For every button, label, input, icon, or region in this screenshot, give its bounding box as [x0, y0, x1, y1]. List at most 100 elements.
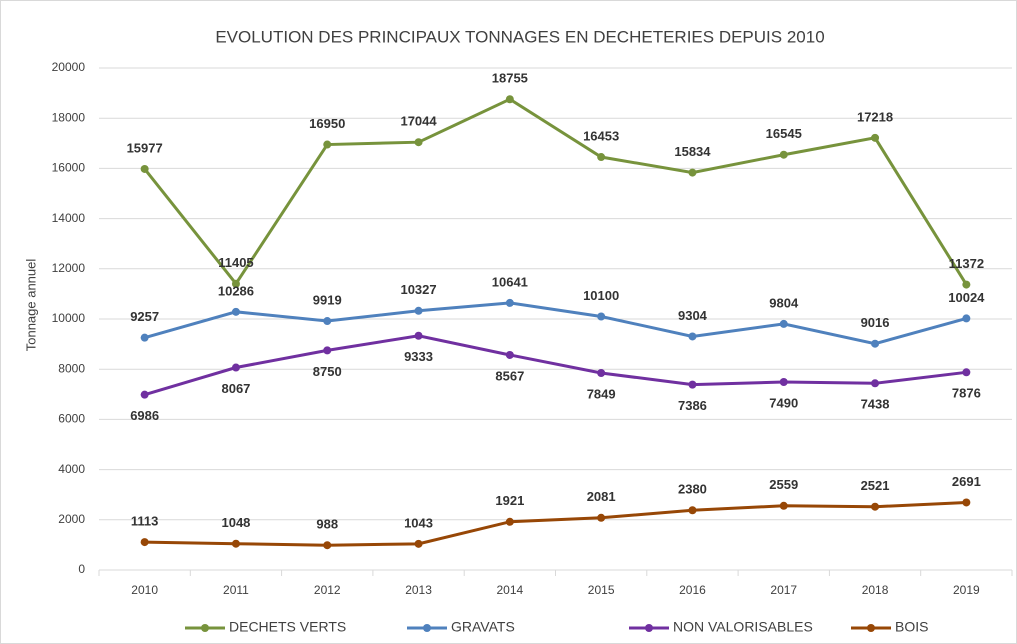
- data-label: 988: [316, 517, 338, 532]
- data-label: 7849: [587, 386, 616, 401]
- point: [231, 279, 240, 288]
- point: [871, 133, 880, 142]
- point: [140, 538, 149, 547]
- y-tick-label: 4000: [58, 462, 85, 476]
- point: [962, 498, 971, 507]
- x-tick-label: 2010: [131, 583, 158, 597]
- point: [871, 502, 880, 511]
- point: [597, 153, 606, 162]
- point: [231, 363, 240, 372]
- point: [323, 140, 332, 149]
- point: [597, 312, 606, 321]
- series-line: [143, 97, 968, 287]
- point: [140, 390, 149, 399]
- point: [323, 541, 332, 550]
- legend-marker: [867, 624, 875, 632]
- point: [962, 314, 971, 323]
- point: [231, 307, 240, 316]
- data-label: 16453: [583, 128, 619, 143]
- data-label: 7438: [861, 397, 890, 412]
- data-label: 1113: [131, 514, 159, 529]
- point: [414, 331, 423, 340]
- point: [505, 298, 514, 307]
- y-tick-label: 8000: [58, 361, 85, 375]
- data-label: 1043: [404, 515, 433, 530]
- data-label: 17044: [400, 114, 437, 129]
- point: [688, 380, 697, 389]
- data-label: 11405: [218, 255, 253, 270]
- x-tick-label: 2016: [679, 583, 706, 597]
- y-tick-label: 20000: [52, 60, 86, 74]
- point: [597, 368, 606, 377]
- legend-label: GRAVATS: [451, 619, 515, 635]
- data-label: 10100: [583, 288, 619, 303]
- series-line: [144, 500, 967, 547]
- legend-label: DECHETS VERTS: [229, 619, 346, 635]
- x-tick-label: 2011: [223, 583, 249, 597]
- data-label: 8067: [221, 381, 250, 396]
- point: [505, 350, 514, 359]
- data-label: 2559: [769, 477, 798, 492]
- data-label: 8567: [495, 368, 524, 383]
- y-tick-label: 0: [78, 562, 85, 576]
- legend-label: NON VALORISABLES: [673, 619, 813, 635]
- x-tick-label: 2015: [588, 583, 615, 597]
- data-label: 7386: [678, 398, 707, 413]
- data-label: 10024: [948, 290, 985, 305]
- point: [323, 346, 332, 355]
- data-label: 9919: [313, 292, 342, 307]
- point: [505, 95, 514, 104]
- y-tick-label: 14000: [52, 211, 86, 225]
- y-tick-label: 12000: [52, 261, 86, 275]
- legend-marker: [423, 624, 431, 632]
- y-tick-label: 18000: [52, 110, 86, 124]
- data-label: 16545: [766, 126, 802, 141]
- point: [779, 378, 788, 387]
- data-label: 10327: [400, 282, 436, 297]
- legend-marker: [201, 624, 209, 632]
- point: [414, 306, 423, 315]
- data-label: 18755: [492, 71, 528, 86]
- data-label: 2521: [861, 478, 890, 493]
- data-label: 6986: [130, 408, 159, 423]
- point: [414, 138, 423, 147]
- data-label: 7490: [769, 395, 798, 410]
- data-label: 2081: [587, 489, 616, 504]
- series-line: [144, 301, 967, 346]
- x-tick-label: 2013: [405, 583, 432, 597]
- point: [597, 513, 606, 522]
- data-label: 10286: [218, 283, 254, 298]
- point: [140, 333, 149, 342]
- data-label: 15977: [127, 140, 163, 155]
- point: [323, 317, 332, 326]
- point: [688, 168, 697, 177]
- point: [505, 517, 514, 526]
- data-label: 2691: [952, 474, 981, 489]
- data-label: 1048: [221, 515, 250, 530]
- point: [414, 539, 423, 548]
- data-label: 2380: [678, 482, 707, 497]
- point: [871, 339, 880, 348]
- data-label: 15834: [674, 144, 711, 159]
- x-tick-label: 2018: [862, 583, 889, 597]
- data-label: 9016: [861, 315, 890, 330]
- point: [231, 539, 240, 548]
- data-label: 16950: [309, 116, 345, 131]
- y-axis-label: Tonnage annuel: [23, 259, 38, 352]
- point: [962, 280, 971, 289]
- data-label: 9804: [769, 295, 799, 310]
- data-label: 9333: [404, 349, 433, 364]
- data-label: 7876: [952, 386, 981, 401]
- chart-title: EVOLUTION DES PRINCIPAUX TONNAGES EN DEC…: [215, 27, 824, 46]
- x-tick-label: 2017: [770, 583, 797, 597]
- data-label: 8750: [313, 364, 342, 379]
- data-label: 1921: [495, 493, 524, 508]
- data-label: 11372: [949, 256, 984, 271]
- point: [779, 319, 788, 328]
- point: [140, 164, 149, 173]
- series-line: [144, 334, 967, 397]
- data-label: 9257: [130, 309, 159, 324]
- y-tick-label: 16000: [52, 161, 86, 175]
